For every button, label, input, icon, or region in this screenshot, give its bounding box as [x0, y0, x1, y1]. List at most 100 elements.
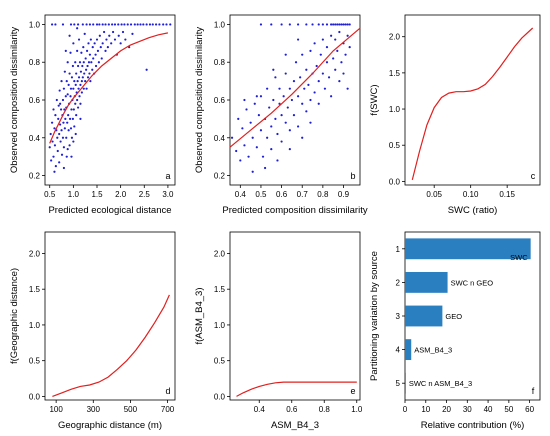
scatter-point — [346, 34, 349, 37]
panel-d: 100 300 500 700 Geographic distance (m) f(Geo… — [9, 231, 176, 431]
scatter-point — [70, 76, 74, 79]
scatter-point — [86, 64, 89, 68]
scatter-point — [348, 46, 351, 49]
scatter-point — [317, 80, 320, 83]
scatter-point — [272, 68, 275, 71]
scatter-point — [61, 23, 65, 26]
scatter-point — [93, 42, 96, 45]
scatter-point — [69, 95, 72, 98]
x-tick-label: 0.8 — [319, 405, 331, 414]
plot-frame — [44, 14, 176, 186]
scatter-point — [105, 38, 108, 41]
scatter-point — [76, 64, 80, 68]
scatter-point — [296, 125, 300, 128]
scatter-point — [68, 117, 72, 120]
y-tick-label: 1.0 — [29, 321, 41, 330]
scatter-point — [60, 80, 63, 83]
scatter-point — [263, 166, 267, 170]
x-tick-label: 0.8 — [317, 190, 329, 199]
scatter-point — [76, 49, 79, 52]
scatter-point — [136, 23, 139, 26]
scatter-point — [259, 23, 263, 26]
scatter-point — [53, 127, 56, 130]
scatter-point — [255, 95, 258, 98]
scatter-point — [145, 68, 148, 71]
scatter-point — [57, 104, 60, 107]
scatter-point — [301, 102, 304, 105]
y-tick-label: 1.0 — [29, 20, 41, 29]
bar-label: SWC — [510, 253, 528, 262]
scatter-point — [346, 23, 349, 26]
panel-letter: c — [531, 171, 536, 181]
scatter-point — [309, 121, 312, 124]
scatter-point — [313, 91, 316, 94]
scatter-point — [67, 114, 70, 117]
scatter-point — [319, 53, 322, 56]
y-axis-label: Partitioning variation by source — [369, 251, 380, 381]
scatter-point — [76, 23, 80, 26]
scatter-point — [69, 127, 73, 130]
scatter-point — [110, 42, 113, 45]
scatter-point — [71, 64, 74, 68]
scatter-point — [247, 155, 250, 158]
x-tick-label: 500 — [124, 405, 138, 414]
scatter-point — [113, 38, 117, 41]
scatter-point — [330, 95, 333, 98]
scatter-point — [336, 49, 339, 52]
panel-letter: f — [532, 386, 535, 396]
scatter-point — [321, 38, 324, 41]
scatter-point — [73, 23, 76, 26]
y-tick-label: 0.5 — [214, 357, 226, 366]
scatter-point — [57, 117, 60, 120]
y-axis-label: Observed composition dissimilarity — [194, 27, 205, 173]
scatter-point — [272, 98, 275, 102]
scatter-point — [107, 23, 110, 26]
y-tick-label: 0.4 — [29, 134, 41, 143]
y-tick-label: 0.0 — [214, 392, 226, 401]
scatter-point — [315, 64, 318, 68]
scatter-point — [60, 129, 63, 132]
scatter-point — [99, 46, 102, 49]
scatter-point — [266, 87, 269, 90]
scatter-point — [338, 80, 341, 83]
scatter-point — [84, 57, 87, 60]
scatter-point — [96, 49, 100, 52]
x-tick-label: 50 — [504, 405, 513, 414]
x-tick-label: 0.5 — [44, 190, 56, 199]
y-tick-label: 2.0 — [214, 249, 226, 258]
scatter-point — [68, 34, 71, 37]
scatter-point — [131, 32, 134, 35]
scatter-point — [56, 149, 59, 153]
scatter-point — [65, 155, 68, 158]
scatter-point — [251, 170, 254, 173]
scatter-point — [323, 87, 327, 90]
x-tick-label: 0.4 — [254, 405, 266, 414]
scatter-point — [101, 42, 104, 45]
scatter-point — [342, 72, 345, 75]
x-tick-label: 700 — [161, 405, 175, 414]
panel-letter: d — [165, 386, 170, 396]
scatter-point — [108, 34, 111, 37]
y-tick-label: 0.4 — [214, 134, 226, 143]
scatter-point — [94, 64, 98, 68]
scatter-point — [52, 108, 55, 111]
scatter-point — [119, 42, 122, 45]
scatter-point — [61, 98, 65, 102]
bar — [405, 372, 406, 394]
scatter-point — [88, 72, 91, 75]
scatter-point — [330, 23, 333, 26]
scatter-point — [78, 61, 82, 64]
scatter-point — [104, 23, 107, 26]
scatter-point — [69, 51, 72, 54]
x-axis-label: Predicted composition dissimilarity — [222, 205, 367, 216]
scatter-point — [325, 23, 329, 26]
scatter-point — [89, 80, 92, 83]
scatter-point — [280, 140, 283, 143]
scatter-point — [77, 38, 81, 41]
scatter-point — [280, 23, 283, 26]
y-tick-label: 4 — [396, 346, 401, 355]
scatter-point — [94, 53, 97, 56]
x-tick-label: 0.6 — [286, 405, 298, 414]
x-tick-label: 1.5 — [91, 190, 103, 199]
